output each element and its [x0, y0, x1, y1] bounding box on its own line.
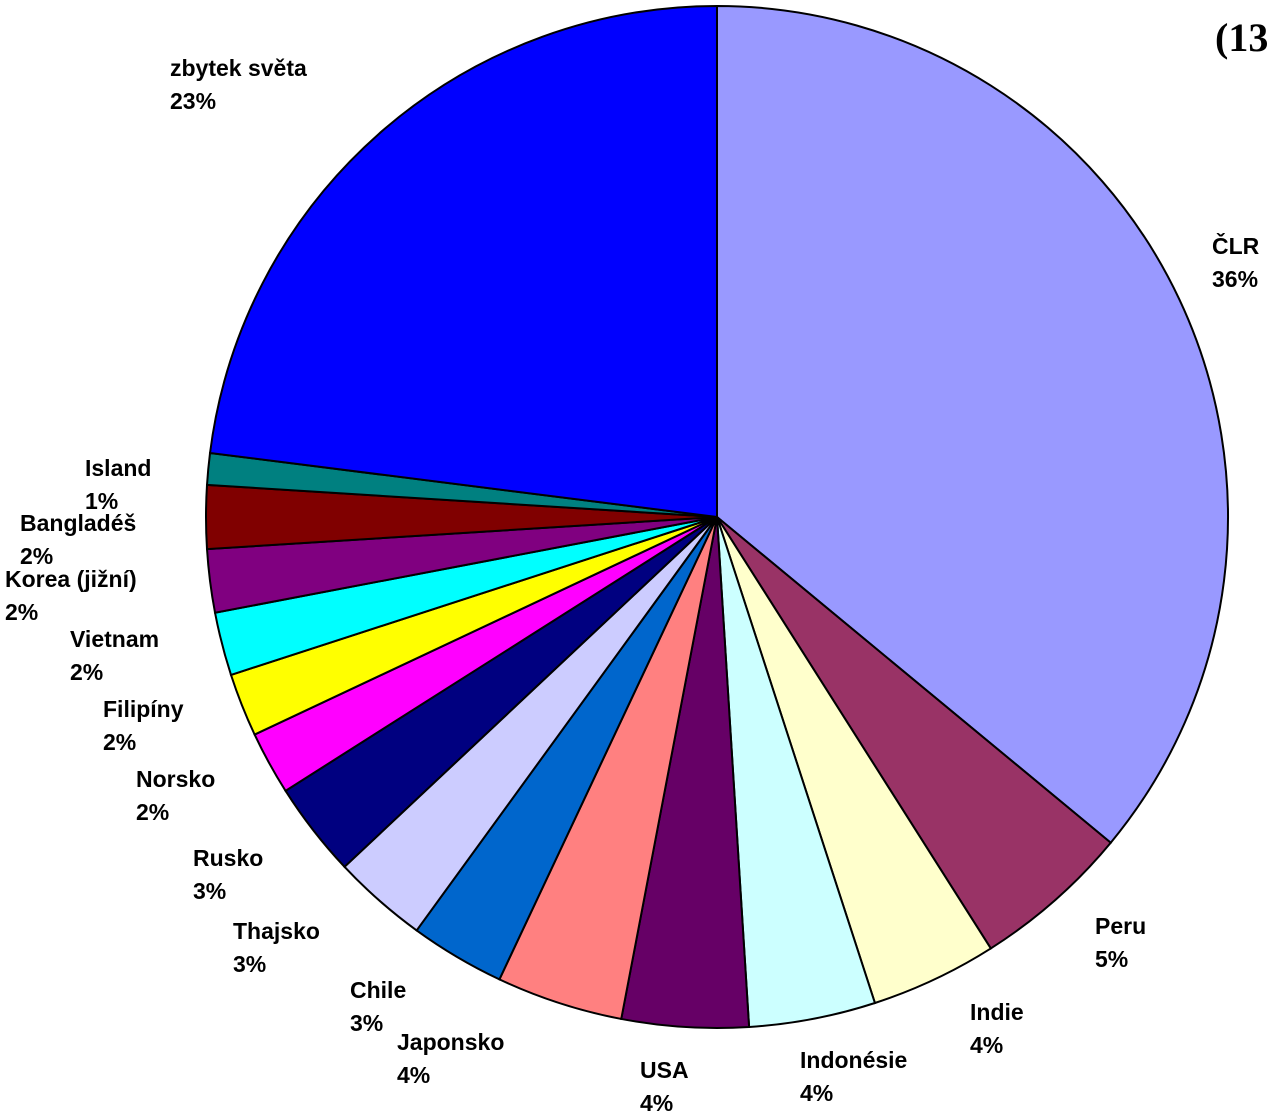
slice-value-label: 2% [103, 729, 136, 755]
pie-slice [716, 516, 1113, 950]
slice-value-label: 4% [970, 1032, 1003, 1058]
pie-slice [208, 4, 718, 519]
slice-value-label: 3% [193, 878, 226, 904]
slice-value-label: 1% [85, 488, 118, 514]
slice-value-label: 23% [170, 88, 216, 114]
slice-value-label: 5% [1095, 946, 1128, 972]
slice-label: ČLR [1212, 232, 1260, 259]
slice-label: Peru [1095, 913, 1146, 939]
slice-value-label: 36% [1212, 266, 1258, 292]
slice-label: Japonsko [397, 1029, 504, 1055]
slice-label: Bangladéš [20, 510, 136, 536]
slice-value-label: 4% [397, 1062, 430, 1088]
slice-value-label: 4% [800, 1080, 833, 1106]
slice-label: USA [640, 1057, 689, 1083]
slice-label: zbytek světa [170, 55, 307, 81]
slice-label: Chile [350, 977, 406, 1003]
slice-label: Indonésie [800, 1047, 907, 1073]
slice-label: Rusko [193, 845, 263, 871]
slice-value-label: 4% [640, 1090, 673, 1116]
slice-value-label: 3% [350, 1010, 383, 1036]
slice-label: Norsko [136, 766, 215, 792]
slice-value-label: 2% [20, 543, 53, 569]
slice-label: Indie [970, 999, 1024, 1025]
slice-label: Korea (jižní) [5, 566, 137, 592]
slice-label: Vietnam [70, 626, 159, 652]
slice-value-label: 2% [5, 599, 38, 625]
slice-value-label: 2% [136, 799, 169, 825]
pie-slice [716, 4, 1229, 845]
slice-label: Filipíny [103, 696, 184, 722]
chart-title: (13 [1215, 15, 1268, 60]
slice-value-label: 3% [233, 951, 266, 977]
slice-label: Island [85, 455, 151, 481]
slice-value-label: 2% [70, 659, 103, 685]
slice-label: Thajsko [233, 918, 320, 944]
